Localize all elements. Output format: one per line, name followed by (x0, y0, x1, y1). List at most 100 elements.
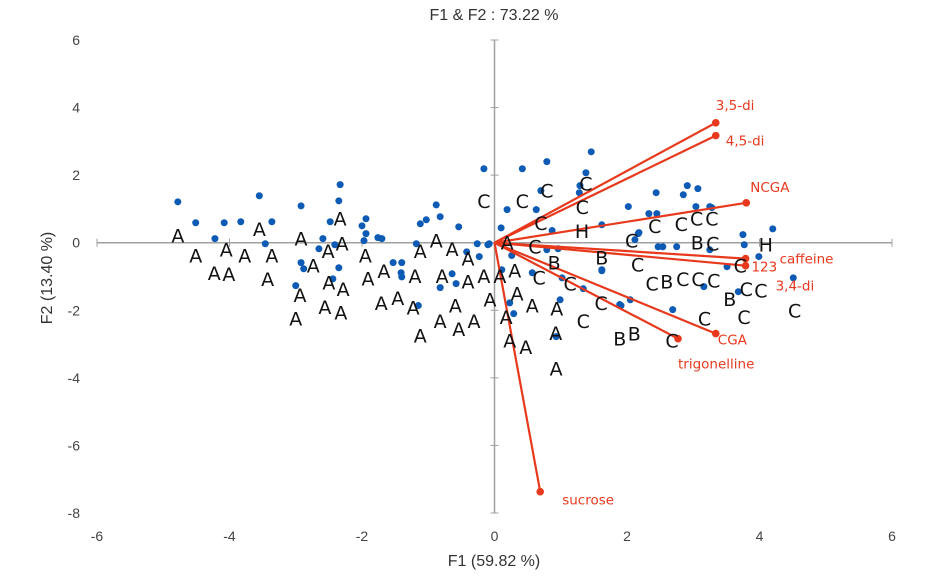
x-tick-label: 6 (888, 528, 896, 544)
vector-endpoint (711, 118, 720, 127)
observation-label: C (737, 307, 750, 329)
observation-label: C (579, 174, 592, 196)
observation-point (362, 230, 370, 238)
observation-label: C (528, 237, 541, 259)
observation-label: H (575, 221, 589, 243)
observation-label: C (690, 209, 703, 231)
vector-NCGA (494, 201, 747, 244)
observation-label: C (646, 274, 659, 296)
observation-point (484, 241, 492, 249)
observation-point (297, 259, 305, 267)
observation-point (255, 192, 263, 200)
observation-point (624, 203, 632, 211)
vector-label: 4,5-di (726, 134, 765, 150)
observation-point (220, 219, 228, 227)
x-tick-label: -6 (91, 528, 104, 544)
vector-3-5-di (493, 121, 717, 244)
observation-label: A (294, 285, 307, 307)
observation-point (543, 158, 551, 166)
observation-label: A (452, 319, 465, 341)
x-tick-label: -4 (223, 528, 236, 544)
observation-label: A (414, 326, 427, 348)
observation-point (319, 235, 327, 243)
observation-label: A (550, 299, 563, 321)
observation-label: C (707, 271, 720, 293)
observation-label: C (631, 255, 644, 277)
observation-label: A (501, 233, 514, 255)
observation-label: B (628, 324, 641, 346)
observation-point (598, 267, 606, 275)
observation-point (362, 215, 370, 223)
observation-point (679, 191, 687, 199)
observation-label: A (409, 266, 422, 288)
observation-point (755, 253, 763, 261)
observation-label: A (519, 337, 532, 359)
observation-label: A (414, 241, 427, 263)
observation-label: A (477, 266, 490, 288)
observation-point (237, 218, 245, 226)
observation-label: C (577, 311, 590, 333)
observation-label: A (436, 266, 449, 288)
observation-label: B (660, 272, 673, 294)
observation-label: A (467, 311, 480, 333)
observation-point (528, 269, 536, 277)
observation-label: B (595, 248, 608, 270)
observation-label: A (318, 297, 331, 319)
observation-label: A (446, 239, 459, 261)
observation-point (331, 241, 339, 249)
vector-label: caffeine (780, 252, 834, 268)
observation-point (297, 202, 305, 210)
observation-label: C (533, 268, 546, 290)
observation-point (389, 259, 397, 267)
observation-point (659, 243, 667, 251)
observation-label: C (648, 216, 661, 238)
observation-points (174, 148, 797, 341)
observation-label: C (734, 256, 747, 278)
observation-label: A (238, 246, 251, 268)
observation-point (455, 223, 463, 231)
observation-point (436, 213, 444, 221)
y-tick-label: 0 (72, 235, 80, 251)
observation-point (631, 236, 639, 244)
observation-label: A (307, 256, 320, 278)
observation-label: A (189, 246, 202, 268)
observation-label: A (222, 264, 235, 286)
observation-label: B (613, 329, 626, 351)
observation-label: C (665, 331, 678, 353)
observation-point (192, 219, 200, 227)
observation-label: A (375, 293, 388, 315)
observation-point (518, 165, 526, 173)
observation-label: A (322, 273, 335, 295)
observation-point (576, 182, 584, 190)
observation-point (336, 181, 344, 189)
observation-label: A (359, 246, 372, 268)
observation-point (700, 283, 708, 291)
observation-label: A (289, 309, 302, 331)
observation-label: A (261, 269, 274, 291)
observation-point (653, 210, 661, 218)
observation-label: B (548, 253, 561, 275)
observation-point (537, 187, 545, 195)
observation-label: A (391, 288, 404, 310)
x-tick-label: 2 (623, 528, 631, 544)
observation-label: C (534, 213, 547, 235)
observation-point (174, 198, 182, 206)
observation-point (552, 333, 560, 341)
observation-label: A (549, 323, 562, 345)
observation-label: A (511, 284, 524, 306)
observation-label: A (430, 231, 443, 253)
observation-point (475, 253, 483, 261)
annotation-label: 123 (751, 259, 777, 275)
observation-point (398, 273, 406, 281)
y-axis-label: F2 (13.40 %) (39, 232, 56, 324)
observation-label: A (377, 261, 390, 283)
y-tick-label: -8 (68, 505, 81, 521)
observation-point (452, 280, 460, 288)
observation-label: C (477, 191, 490, 213)
observation-point (532, 206, 540, 214)
observation-label: A (503, 331, 516, 353)
observation-point (510, 310, 518, 318)
observation-label: A (220, 240, 233, 262)
observation-label: A (462, 272, 475, 294)
observation-label: A (508, 261, 521, 283)
